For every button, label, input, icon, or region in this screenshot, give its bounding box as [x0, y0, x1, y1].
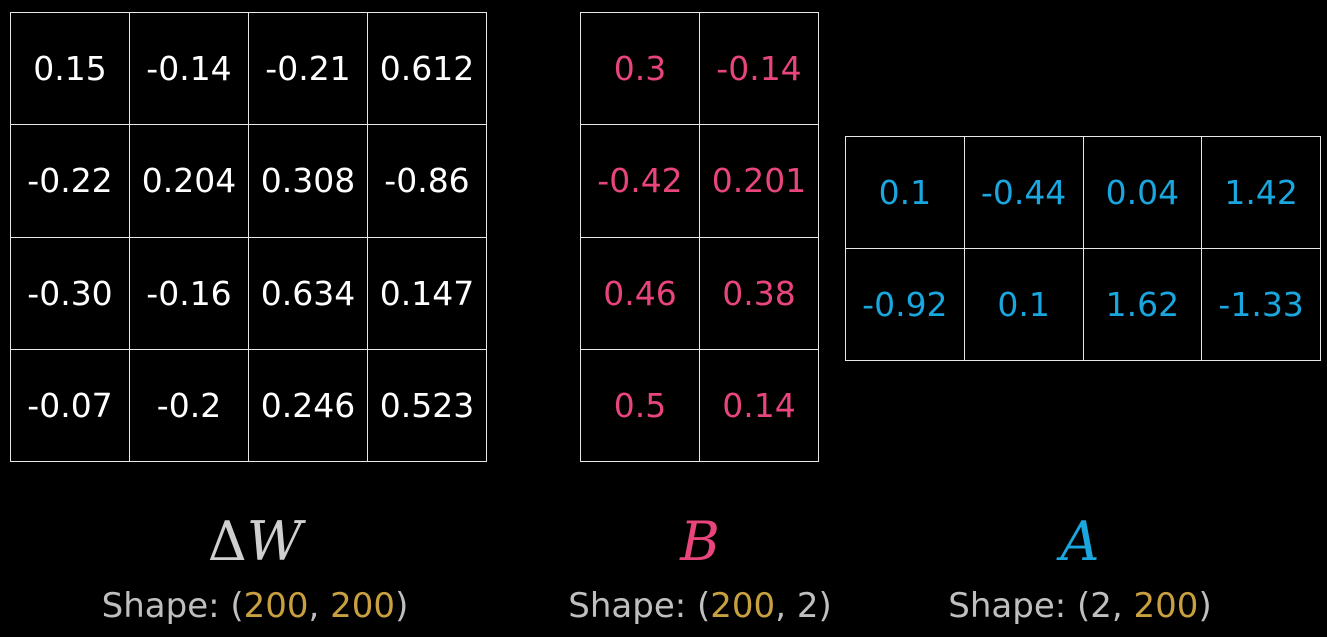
delta-w-matrix: 0.15 -0.14 -0.21 0.612 -0.22 0.204 0.308…: [10, 12, 487, 462]
delta-w-cell-r3-c0: -0.07: [11, 349, 130, 462]
delta-w-cell-r2-c0: -0.30: [11, 237, 130, 350]
a-cell-r0-c0: 0.1: [846, 137, 965, 249]
b-cell-r3-c0: 0.5: [581, 349, 700, 462]
a-symbol: A: [1060, 510, 1100, 573]
shape-prefix: Shape: (: [101, 586, 244, 626]
shape-separator: ,: [775, 586, 797, 626]
b-cell-r0-c1: -0.14: [700, 13, 819, 126]
b-cell-r0-c0: 0.3: [581, 13, 700, 126]
a-cell-r1-c1: 0.1: [964, 249, 1084, 361]
a-shape: Shape: (2, 200): [925, 586, 1235, 626]
shape-dim-2: 2: [796, 586, 819, 626]
shape-dim-1: 2: [1090, 586, 1112, 626]
shape-dim-1: 200: [710, 586, 776, 626]
a-label: A Shape: (2, 200): [925, 510, 1235, 627]
shape-dim-2: 200: [330, 586, 396, 626]
shape-suffix: ): [395, 586, 409, 626]
shape-prefix: Shape: (: [948, 586, 1091, 626]
a-cell-r0-c2: 0.04: [1083, 137, 1203, 249]
delta-w-cell-r0-c3: 0.612: [368, 13, 487, 126]
a-cell-r1-c0: -0.92: [846, 249, 965, 361]
b-shape: Shape: (200, 2): [545, 586, 855, 626]
delta-w-cell-r1-c3: -0.86: [368, 125, 487, 238]
delta-w-cell-r3-c2: 0.246: [249, 349, 368, 462]
a-cell-r1-c2: 1.62: [1083, 249, 1203, 361]
delta-w-cell-r2-c2: 0.634: [249, 237, 368, 350]
delta-w-cell-r0-c2: -0.21: [249, 13, 368, 126]
b-matrix: 0.3 -0.14 -0.42 0.201 0.46 0.38 0.5 0.14: [580, 12, 819, 462]
delta-w-cell-r1-c2: 0.308: [249, 125, 368, 238]
shape-prefix: Shape: (: [568, 586, 711, 626]
shape-suffix: ): [1198, 586, 1212, 626]
shape-dim-1: 200: [243, 586, 309, 626]
b-symbol: B: [680, 510, 720, 573]
a-cell-r0-c3: 1.42: [1202, 137, 1321, 249]
b-cell-r2-c0: 0.46: [581, 237, 700, 350]
delta-symbol: Δ: [207, 510, 247, 573]
w-symbol: W: [246, 510, 303, 573]
shape-suffix: ): [818, 586, 832, 626]
delta-w-symbol: ΔW: [90, 512, 420, 572]
b-label: B Shape: (200, 2): [545, 510, 855, 627]
a-cell-r1-c3: -1.33: [1202, 249, 1321, 361]
b-cell-r1-c0: -0.42: [581, 125, 700, 238]
b-cell-r2-c1: 0.38: [700, 237, 819, 350]
delta-w-cell-r1-c1: 0.204: [130, 125, 249, 238]
delta-w-shape: Shape: (200, 200): [90, 586, 420, 626]
b-cell-r3-c1: 0.14: [700, 349, 819, 462]
delta-w-cell-r0-c0: 0.15: [11, 13, 130, 126]
a-cell-r0-c1: -0.44: [964, 137, 1084, 249]
shape-separator: ,: [1111, 586, 1134, 626]
delta-w-label: ΔW Shape: (200, 200): [90, 512, 420, 627]
delta-w-cell-r2-c3: 0.147: [368, 237, 487, 350]
shape-dim-2: 200: [1133, 586, 1199, 626]
b-cell-r1-c1: 0.201: [700, 125, 819, 238]
delta-w-cell-r3-c3: 0.523: [368, 349, 487, 462]
delta-w-cell-r1-c0: -0.22: [11, 125, 130, 238]
delta-w-cell-r0-c1: -0.14: [130, 13, 249, 126]
shape-separator: ,: [308, 586, 331, 626]
delta-w-cell-r3-c1: -0.2: [130, 349, 249, 462]
delta-w-cell-r2-c1: -0.16: [130, 237, 249, 350]
a-matrix: 0.1 -0.44 0.04 1.42 -0.92 0.1 1.62 -1.33: [845, 136, 1321, 361]
